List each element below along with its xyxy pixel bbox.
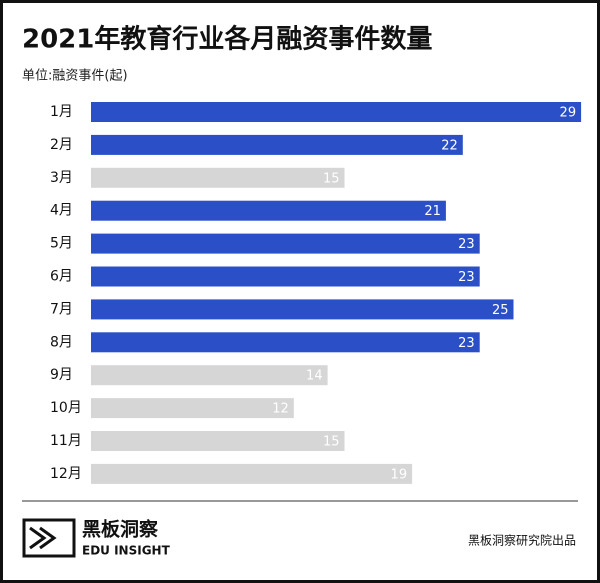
value-label: 15 [323,171,340,186]
y-tick-label: 3月 [50,170,73,186]
value-label: 21 [424,204,441,219]
y-tick-label: 2月 [50,137,73,153]
value-label: 15 [323,435,340,450]
y-tick-label: 8月 [50,334,73,350]
value-label: 19 [391,467,408,482]
bar [91,266,480,287]
value-label: 14 [306,369,323,384]
bar [91,332,480,353]
bar [91,200,446,221]
value-label: 23 [458,336,475,351]
source-note: 黑板洞察研究院出品 [468,533,576,548]
bar [91,431,345,451]
y-tick-label: 4月 [50,203,73,219]
logo-tagline: EDU INSIGHT [82,544,171,558]
value-label: 23 [458,270,475,285]
bar [91,167,345,188]
y-tick-label: 1月 [50,104,73,120]
y-tick-label: 11月 [50,433,82,449]
bar [91,102,582,122]
y-tick-label: 6月 [50,269,73,285]
bar [91,299,514,320]
chart-subtitle: 单位:融资事件(起) [22,69,128,84]
value-label: 29 [560,106,577,121]
y-tick-label: 10月 [50,400,82,416]
bar [91,398,294,419]
y-tick-label: 5月 [50,236,73,252]
logo-name: 黑板洞察 [82,518,159,541]
value-label: 25 [492,303,509,318]
value-label: 22 [441,138,458,153]
bar [91,463,413,484]
y-tick-label: 12月 [50,466,82,482]
value-label: 23 [458,237,475,252]
logo-icon [22,518,76,558]
bar [91,365,328,386]
bar [91,233,480,254]
y-tick-label: 7月 [50,301,73,317]
chart-title: 2021年教育行业各月融资事件数量 [22,24,432,55]
y-tick-label: 9月 [50,367,73,383]
bar [91,134,463,155]
value-label: 12 [272,402,289,417]
